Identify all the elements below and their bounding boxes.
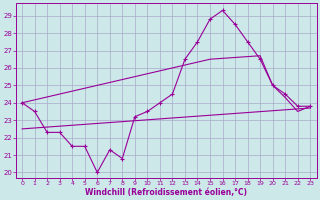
X-axis label: Windchill (Refroidissement éolien,°C): Windchill (Refroidissement éolien,°C) [85,188,247,197]
